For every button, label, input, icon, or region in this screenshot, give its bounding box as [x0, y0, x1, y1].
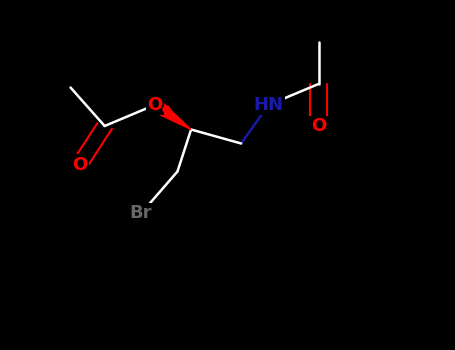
Text: O: O — [311, 117, 326, 135]
Polygon shape — [149, 100, 191, 130]
Text: HN: HN — [253, 96, 283, 114]
Text: O: O — [72, 155, 87, 174]
Text: Br: Br — [130, 204, 152, 223]
Text: O: O — [147, 96, 162, 114]
